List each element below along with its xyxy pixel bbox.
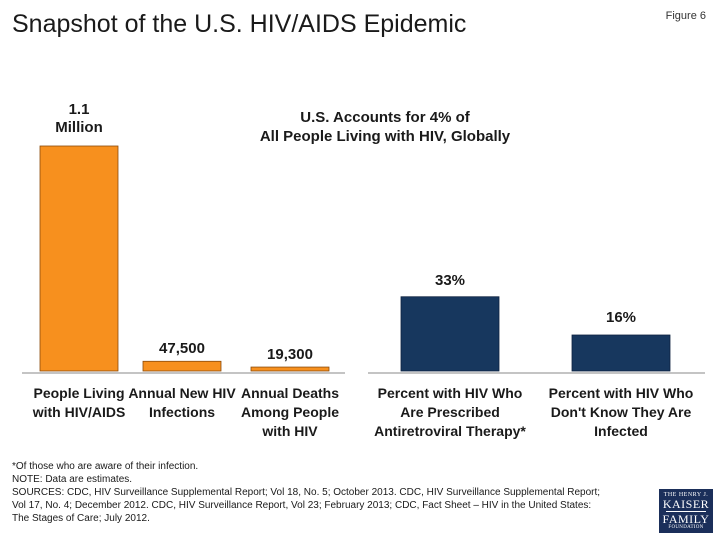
data-label-0-0: 1.1 Million (55, 101, 103, 136)
page-title: Snapshot of the U.S. HIV/AIDS Epidemic (12, 10, 467, 38)
logo-line-2: KAISER (662, 497, 710, 511)
footnote-sources-3: The Stages of Care; July 2012. (12, 513, 150, 524)
bar-1-0 (400, 296, 500, 372)
footnote-sources-2: Vol 17, No. 4; December 2012. CDC, HIV S… (12, 500, 592, 511)
bar-0-0 (39, 145, 119, 372)
category-label-1-1: Percent with HIV Who Don't Know They Are I… (549, 385, 694, 439)
annotation-global-share: U.S. Accounts for 4% of All People Living… (260, 109, 511, 145)
logo-rule (666, 511, 706, 512)
bar-1-1 (571, 334, 671, 372)
category-label-0-2: Annual Deaths Among People with HIV (241, 385, 339, 439)
category-label-0-0: People Living with HIV/AIDS (32, 385, 126, 420)
footnote-note: NOTE: Data are estimates. (12, 474, 133, 485)
data-label-1-1: 16% (606, 309, 636, 326)
logo-line-4: FOUNDATION (668, 525, 704, 530)
data-label-0-2: 19,300 (267, 346, 313, 363)
bar-chart: 1.1 Million People Living with HIV/AIDS 47,5… (22, 101, 705, 439)
bar-0-1 (142, 360, 222, 372)
footnote-asterisk: *Of those who are aware of their infecti… (12, 461, 199, 472)
data-label-0-1: 47,500 (159, 340, 205, 357)
logo-line-3: FAMILY (662, 512, 710, 526)
category-label-0-1: Annual New HIV Infections (128, 385, 236, 420)
figure-label: Figure 6 (665, 10, 706, 22)
bar-0-2 (250, 366, 330, 372)
category-label-1-0: Percent with HIV Who Are Prescribed Antire… (374, 385, 526, 439)
kaiser-family-foundation-logo: THE HENRY J. KAISER FAMILY FOUNDATION (659, 489, 713, 533)
footnotes: *Of those who are aware of their infecti… (12, 460, 652, 525)
footnote-sources-1: SOURCES: CDC, HIV Surveillance Supplemen… (12, 487, 601, 498)
data-label-1-0: 33% (435, 272, 465, 289)
logo-line-1: THE HENRY J. (663, 492, 709, 498)
